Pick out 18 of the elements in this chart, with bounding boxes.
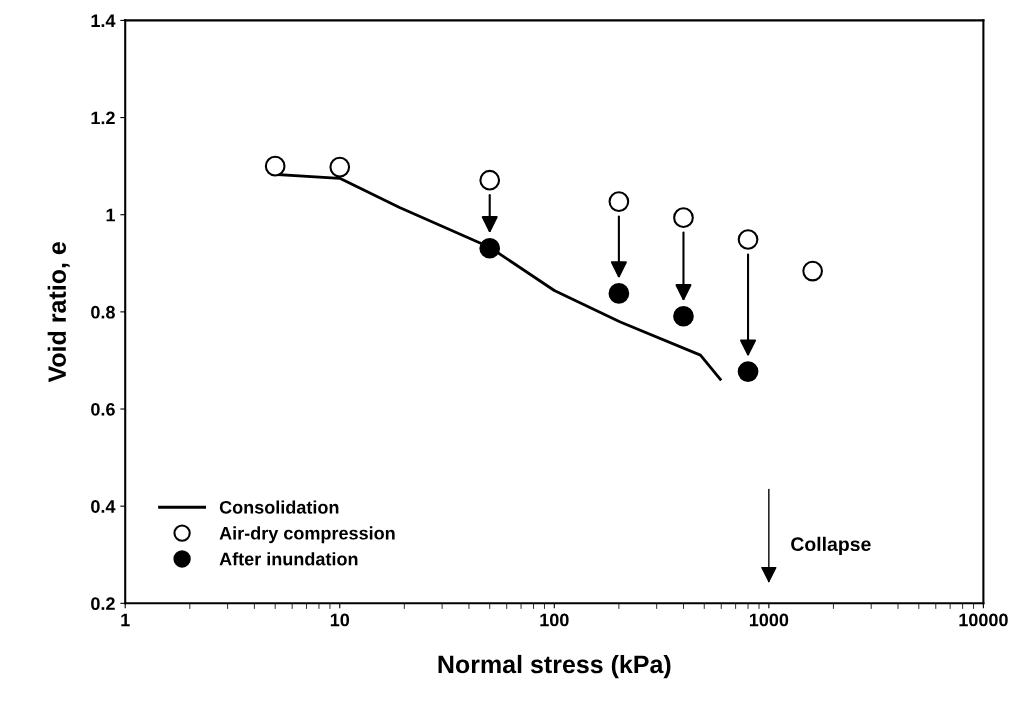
y-tick-label: 1.4 (91, 14, 116, 27)
legend-label: Air-dry compression (219, 526, 395, 544)
x-axis-title: Normal stress (kPa) (438, 654, 671, 679)
y-tick-label: 0.2 (91, 597, 115, 611)
x-tick-label: 100 (540, 613, 569, 627)
y-tick-label: 1 (106, 208, 115, 222)
legend-label: After inundation (219, 552, 358, 566)
y-tick-label: 0.8 (91, 305, 115, 319)
y-tick-label: 0.4 (91, 500, 116, 513)
annotation: Collapse (791, 536, 871, 555)
x-tick-label: 10 (330, 613, 350, 627)
x-tick-label: 1 (121, 613, 130, 627)
x-tick-label: 10000 (959, 613, 1008, 627)
y-tick-label: 1.2 (91, 111, 115, 125)
y-axis-title: Void ratio, e (47, 242, 70, 383)
x-tick-label: 1000 (749, 613, 789, 627)
y-tick-label: 0.6 (91, 402, 115, 416)
legend-label: Consolidation (219, 500, 339, 514)
